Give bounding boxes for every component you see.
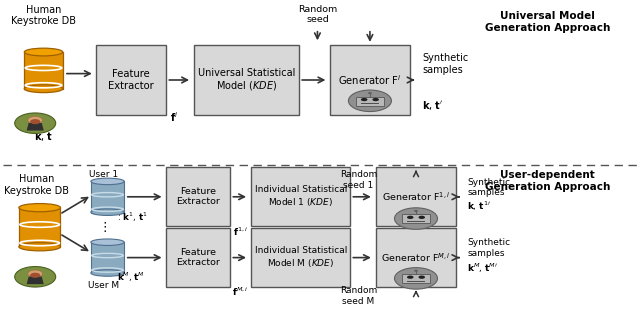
FancyBboxPatch shape <box>96 45 166 115</box>
Circle shape <box>394 208 438 229</box>
FancyBboxPatch shape <box>166 228 230 287</box>
FancyBboxPatch shape <box>251 228 351 287</box>
Text: User M: User M <box>88 281 119 290</box>
Text: Universal Model
Generation Approach: Universal Model Generation Approach <box>484 11 610 33</box>
Text: : $\mathbf{k}^1$, $\mathbf{t}^1$: : $\mathbf{k}^1$, $\mathbf{t}^1$ <box>117 211 148 224</box>
Ellipse shape <box>24 48 63 56</box>
Ellipse shape <box>91 270 124 276</box>
Text: Synthetic
samples: Synthetic samples <box>422 53 468 75</box>
Ellipse shape <box>91 239 124 245</box>
Text: $\mathbf{k}$, $\mathbf{t}$$^{1\prime}$: $\mathbf{k}$, $\mathbf{t}$$^{1\prime}$ <box>467 200 491 213</box>
Ellipse shape <box>19 243 61 251</box>
Polygon shape <box>24 52 63 89</box>
Circle shape <box>30 119 40 124</box>
Text: Human
Keystroke DB: Human Keystroke DB <box>11 5 76 27</box>
Text: Generator F$^{1,i}$: Generator F$^{1,i}$ <box>382 190 450 203</box>
FancyBboxPatch shape <box>408 221 424 222</box>
Circle shape <box>414 210 418 212</box>
Circle shape <box>15 267 56 287</box>
Text: User 1: User 1 <box>89 170 118 179</box>
FancyBboxPatch shape <box>166 167 230 227</box>
Polygon shape <box>91 181 124 212</box>
Polygon shape <box>19 207 61 247</box>
Polygon shape <box>27 123 44 131</box>
Circle shape <box>348 90 392 112</box>
Circle shape <box>419 216 425 219</box>
FancyBboxPatch shape <box>376 228 456 287</box>
FancyBboxPatch shape <box>251 167 351 227</box>
Text: $\mathbf{f}^{1,i}$: $\mathbf{f}^{1,i}$ <box>232 226 248 238</box>
Text: Synthetic
samples: Synthetic samples <box>467 178 510 197</box>
Circle shape <box>407 216 413 219</box>
Text: $\mathbf{k}$, $\mathbf{t}$$^\prime$: $\mathbf{k}$, $\mathbf{t}$$^\prime$ <box>422 99 444 112</box>
Ellipse shape <box>24 85 63 92</box>
Ellipse shape <box>19 204 61 212</box>
Circle shape <box>361 98 367 101</box>
Circle shape <box>394 268 438 289</box>
FancyBboxPatch shape <box>330 45 410 115</box>
Text: $\mathbf{k}^M$, $\mathbf{t}^M$: $\mathbf{k}^M$, $\mathbf{t}^M$ <box>117 270 145 284</box>
Text: $\mathbf{f}^i$: $\mathbf{f}^i$ <box>170 110 178 124</box>
Text: Generator F$^{M,i}$: Generator F$^{M,i}$ <box>381 251 451 264</box>
FancyBboxPatch shape <box>408 281 424 282</box>
FancyBboxPatch shape <box>402 214 430 223</box>
Text: Generator F$^i$: Generator F$^i$ <box>338 73 402 87</box>
Circle shape <box>15 113 56 133</box>
Ellipse shape <box>91 178 124 185</box>
Text: Random
seed 1: Random seed 1 <box>340 170 377 190</box>
Text: Universal Statistical
Model ($\it{KDE}$): Universal Statistical Model ($\it{KDE}$) <box>198 68 295 92</box>
Text: Human
Keystroke DB: Human Keystroke DB <box>4 174 69 196</box>
Polygon shape <box>91 242 124 273</box>
FancyBboxPatch shape <box>362 103 378 104</box>
Text: Feature
Extractor: Feature Extractor <box>177 187 220 206</box>
FancyBboxPatch shape <box>376 167 456 227</box>
Ellipse shape <box>91 209 124 215</box>
Text: Synthetic
samples: Synthetic samples <box>467 238 510 258</box>
Text: $\vdots$: $\vdots$ <box>98 220 107 234</box>
Circle shape <box>28 270 43 277</box>
Text: User-dependent
Generation Approach: User-dependent Generation Approach <box>484 170 610 192</box>
Polygon shape <box>27 276 44 284</box>
Circle shape <box>414 270 418 272</box>
Text: Feature
Extractor: Feature Extractor <box>108 69 154 91</box>
FancyBboxPatch shape <box>402 274 430 283</box>
Text: $\mathbf{k}^M$, $\mathbf{t}$$^{M\prime}$: $\mathbf{k}^M$, $\mathbf{t}$$^{M\prime}$ <box>467 261 498 275</box>
Circle shape <box>372 98 379 101</box>
Text: Feature
Extractor: Feature Extractor <box>177 248 220 267</box>
Circle shape <box>407 276 413 279</box>
Text: $\mathbf{f}^{M,i}$: $\mathbf{f}^{M,i}$ <box>232 286 248 298</box>
Text: Individual Statistical
Model 1 ($\it{KDE}$): Individual Statistical Model 1 ($\it{KDE… <box>255 185 347 208</box>
Circle shape <box>28 116 43 124</box>
Text: $\mathbf{k}$, $\mathbf{t}$: $\mathbf{k}$, $\mathbf{t}$ <box>34 130 53 143</box>
Text: Random
seed M: Random seed M <box>340 286 377 306</box>
FancyBboxPatch shape <box>356 97 384 106</box>
FancyBboxPatch shape <box>193 45 300 115</box>
Text: Individual Statistical
Model M ($\it{KDE}$): Individual Statistical Model M ($\it{KDE… <box>255 246 347 269</box>
Circle shape <box>30 273 40 278</box>
Text: Random
seed: Random seed <box>298 5 337 24</box>
Circle shape <box>368 92 372 94</box>
Circle shape <box>419 276 425 279</box>
